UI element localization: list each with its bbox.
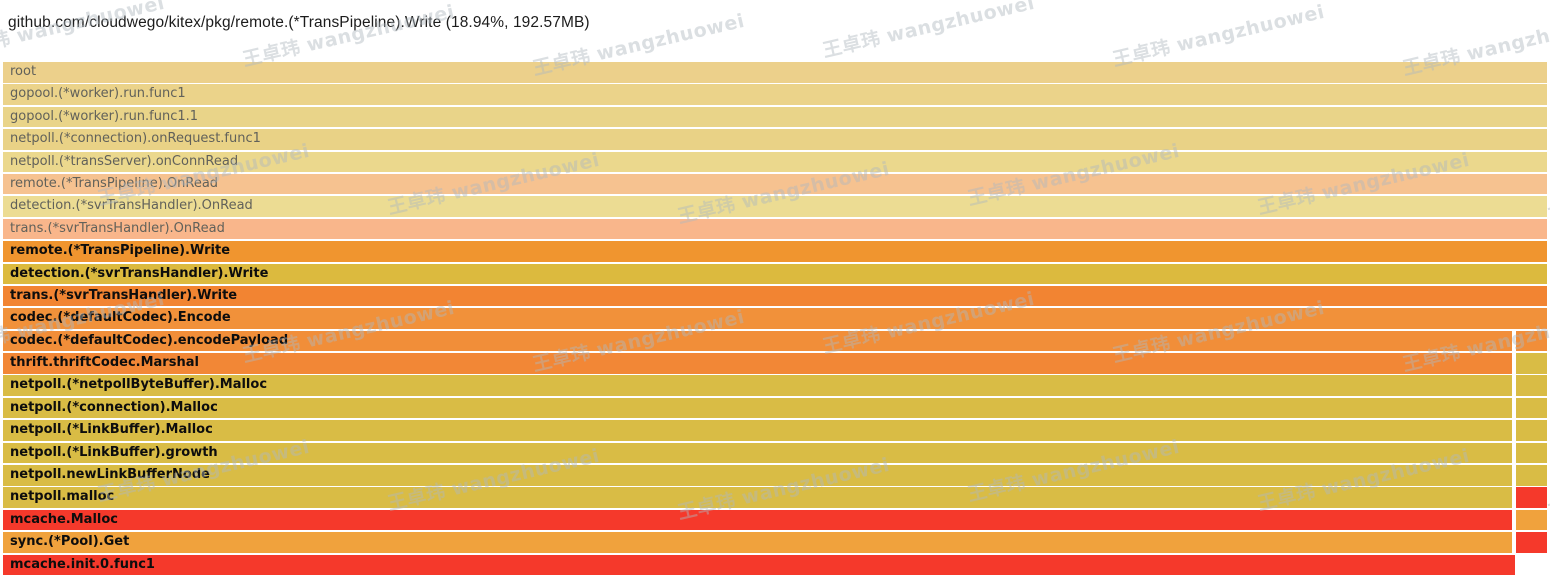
frame-row: sync.(*Pool).Get (3, 532, 1547, 553)
frame-label: netpoll.(*netpollByteBuffer).Malloc (10, 377, 268, 393)
frame-row: codec.(*defaultCodec).Encode (3, 308, 1547, 329)
frame-bar[interactable]: gopool.(*worker).run.func1.1 (3, 106, 1547, 128)
frame-bar[interactable]: codec.(*defaultCodec).encodePayload (3, 330, 1512, 352)
frame-bar-right-segment[interactable] (1516, 353, 1547, 374)
frame-row: netpoll.(*connection).Malloc (3, 397, 1547, 419)
frame-row: codec.(*defaultCodec).encodePayload (3, 330, 1547, 352)
frame-bar[interactable]: thrift.thriftCodec.Marshal (3, 353, 1512, 374)
page-title: github.com/cloudwego/kitex/pkg/remote.(*… (8, 14, 590, 31)
frame-label: netpoll.(*connection).Malloc (10, 399, 218, 415)
frame-label: mcache.init.0.func1 (10, 556, 155, 572)
frame-row: remote.(*TransPipeline).Write (3, 241, 1547, 262)
frame-bar[interactable]: netpoll.(*transServer).onConnRead (3, 151, 1547, 173)
frame-bar[interactable]: trans.(*svrTransHandler).OnRead (3, 218, 1547, 240)
frame-label: mcache.Malloc (10, 511, 118, 527)
frame-bar[interactable]: detection.(*svrTransHandler).OnRead (3, 196, 1547, 217)
frame-row: root (3, 62, 1547, 83)
frame-bar[interactable]: netpoll.(*netpollByteBuffer).Malloc (3, 375, 1512, 396)
frame-label: detection.(*svrTransHandler).OnRead (10, 198, 253, 214)
frame-row: mcache.Malloc (3, 509, 1547, 531)
frame-label: gopool.(*worker).run.func1 (10, 86, 186, 102)
frame-row: gopool.(*worker).run.func1 (3, 84, 1547, 105)
frame-bar[interactable]: netpoll.(*LinkBuffer).growth (3, 442, 1512, 464)
frame-label: remote.(*TransPipeline).Write (10, 243, 231, 259)
frame-bar[interactable]: mcache.init.0.func1 (3, 554, 1515, 576)
frame-label: gopool.(*worker).run.func1.1 (10, 108, 199, 124)
frame-bar[interactable]: netpoll.(*connection).Malloc (3, 397, 1512, 419)
frame-bar-right-segment[interactable] (1516, 532, 1547, 553)
frame-label: netpoll.malloc (10, 489, 115, 505)
frame-bar-right-segment[interactable] (1516, 420, 1547, 441)
frame-row: detection.(*svrTransHandler).OnRead (3, 196, 1547, 217)
frame-bar[interactable]: root (3, 62, 1547, 83)
frame-label: sync.(*Pool).Get (10, 534, 130, 550)
frame-label: remote.(*TransPipeline).OnRead (10, 175, 219, 191)
frame-row: netpoll.(*LinkBuffer).growth (3, 442, 1547, 464)
frame-bar-right-segment[interactable] (1516, 330, 1547, 352)
frame-row: netpoll.newLinkBufferNode (3, 465, 1547, 486)
frame-bar-right-segment[interactable] (1516, 442, 1547, 464)
frame-bar[interactable]: netpoll.(*connection).onRequest.func1 (3, 129, 1547, 150)
frame-bar[interactable]: gopool.(*worker).run.func1 (3, 84, 1547, 105)
frame-label: netpoll.(*LinkBuffer).growth (10, 444, 218, 460)
frame-label: codec.(*defaultCodec).Encode (10, 310, 231, 326)
frame-label: thrift.thriftCodec.Marshal (10, 355, 199, 371)
frame-bar-right-segment[interactable] (1516, 375, 1547, 396)
frame-label: detection.(*svrTransHandler).Write (10, 265, 269, 281)
frame-row: mcache.init.0.func1 (3, 554, 1547, 576)
frame-row: netpoll.(*connection).onRequest.func1 (3, 129, 1547, 150)
frame-row: detection.(*svrTransHandler).Write (3, 263, 1547, 285)
frame-bar[interactable]: mcache.Malloc (3, 509, 1512, 531)
frame-bar-right-segment[interactable] (1516, 465, 1547, 486)
frame-label: netpoll.newLinkBufferNode (10, 467, 210, 483)
frame-label: codec.(*defaultCodec).encodePayload (10, 332, 289, 348)
frame-row: netpoll.(*LinkBuffer).Malloc (3, 420, 1547, 441)
frame-bar[interactable]: codec.(*defaultCodec).Encode (3, 308, 1547, 329)
frame-bar[interactable]: sync.(*Pool).Get (3, 532, 1512, 553)
frame-bar[interactable]: detection.(*svrTransHandler).Write (3, 263, 1547, 285)
frame-row: trans.(*svrTransHandler).OnRead (3, 218, 1547, 240)
frame-bar[interactable]: remote.(*TransPipeline).Write (3, 241, 1547, 262)
frame-row: netpoll.malloc (3, 487, 1547, 508)
frame-row: thrift.thriftCodec.Marshal (3, 353, 1547, 374)
frame-label: netpoll.(*transServer).onConnRead (10, 153, 239, 169)
frame-label: netpoll.(*connection).onRequest.func1 (10, 131, 261, 147)
frame-label: trans.(*svrTransHandler).Write (10, 287, 238, 303)
frame-bar[interactable]: trans.(*svrTransHandler).Write (3, 285, 1547, 307)
frame-bar[interactable]: netpoll.newLinkBufferNode (3, 465, 1512, 486)
frame-row: trans.(*svrTransHandler).Write (3, 285, 1547, 307)
frame-bar[interactable]: netpoll.(*LinkBuffer).Malloc (3, 420, 1512, 441)
frame-label: trans.(*svrTransHandler).OnRead (10, 220, 225, 236)
frame-bar-right-segment[interactable] (1516, 509, 1547, 531)
frame-row: netpoll.(*netpollByteBuffer).Malloc (3, 375, 1547, 396)
frame-row: remote.(*TransPipeline).OnRead (3, 173, 1547, 195)
frame-row: netpoll.(*transServer).onConnRead (3, 151, 1547, 173)
frame-bar[interactable]: netpoll.malloc (3, 487, 1512, 508)
frame-bar[interactable]: remote.(*TransPipeline).OnRead (3, 173, 1547, 195)
frame-label: netpoll.(*LinkBuffer).Malloc (10, 422, 213, 438)
frame-bar-right-segment[interactable] (1516, 397, 1547, 419)
frame-row: gopool.(*worker).run.func1.1 (3, 106, 1547, 128)
frame-label: root (10, 64, 37, 79)
frame-bar-right-segment[interactable] (1516, 487, 1547, 508)
